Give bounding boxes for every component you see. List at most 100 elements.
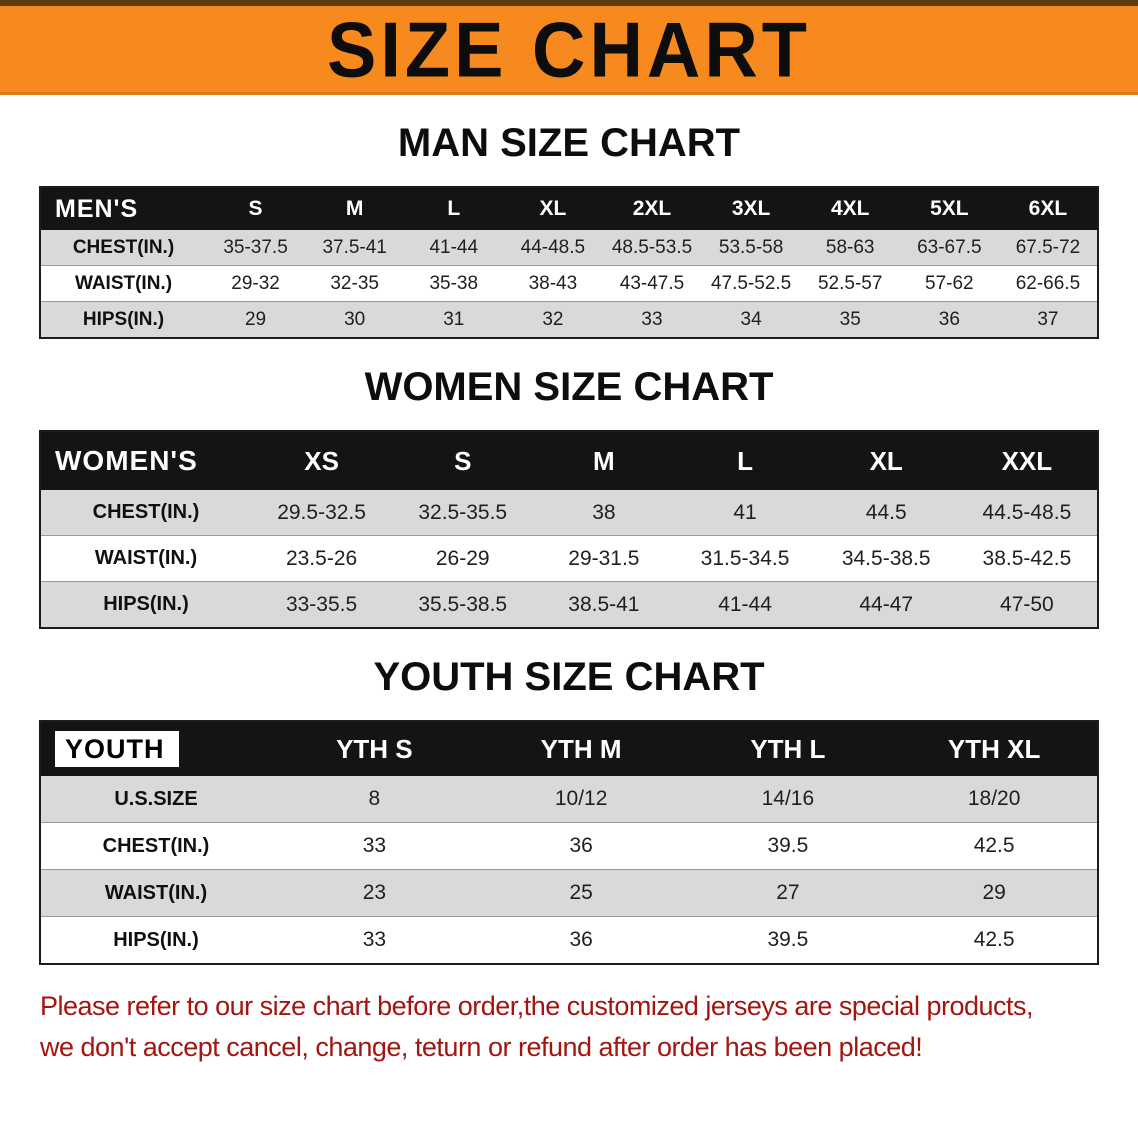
table-cell: 29.5-32.5 xyxy=(277,500,366,524)
table-cell: 34 xyxy=(740,308,762,330)
table-cell: 53.5-58 xyxy=(718,236,784,258)
table-cell: 29-31.5 xyxy=(568,546,640,570)
column-header: YTH XL xyxy=(891,721,1098,776)
men-heading: MAN SIZE CHART xyxy=(397,121,741,165)
row-label: HIPS(IN.) xyxy=(82,308,165,330)
table-cell: 27 xyxy=(776,881,800,904)
table-row: HIPS(IN.) 29 30 31 32 33 34 35 36 37 xyxy=(40,301,1098,338)
table-row: CHEST(IN.) 29.5-32.5 32.5-35.5 38 41 44.5 44.5… xyxy=(40,490,1098,536)
women-heading: WOMEN SIZE CHART xyxy=(364,365,774,409)
table-cell: 23 xyxy=(362,881,387,904)
table-cell: 37.5-41 xyxy=(322,236,387,258)
table-cell: 57-62 xyxy=(925,272,974,294)
page-title: SIZE CHART xyxy=(327,5,811,93)
table-row: WAIST(IN.) 23.5-26 26-29 29-31.5 31.5-34.5 34… xyxy=(40,535,1098,582)
table-cell: 10/12 xyxy=(554,787,608,810)
row-label: HIPS(IN.) xyxy=(113,928,199,951)
column-header: 3XL xyxy=(701,187,801,230)
table-cell: 47-50 xyxy=(1000,592,1054,616)
table-cell: 33 xyxy=(362,928,387,951)
table-cell: 63-67.5 xyxy=(917,236,982,258)
banner: SIZE CHART xyxy=(0,0,1138,95)
column-header: M xyxy=(305,187,405,230)
table-cell: 36 xyxy=(569,928,593,951)
column-header: YTH S xyxy=(271,721,478,776)
table-cell: 37 xyxy=(1037,308,1059,330)
table-cell: 33 xyxy=(641,308,663,330)
table-cell: 39.5 xyxy=(767,928,809,951)
row-label: WAIST(IN.) xyxy=(104,881,208,904)
table-cell: 41 xyxy=(733,500,757,524)
footer-notice: Please refer to our size chart before or… xyxy=(40,991,1138,1063)
table-cell: 44.5-48.5 xyxy=(982,500,1072,524)
table-cell: 32.5-35.5 xyxy=(418,500,508,524)
table-cell: 29 xyxy=(244,308,267,330)
table-cell: 35 xyxy=(839,308,861,330)
table-cell: 25 xyxy=(569,881,593,904)
row-label: CHEST(IN.) xyxy=(102,834,210,857)
table-cell: 32-35 xyxy=(330,272,379,294)
table-cell: 32 xyxy=(542,308,564,330)
table-cell: 34.5-38.5 xyxy=(841,546,931,570)
table-corner-label: MEN'S xyxy=(40,187,206,230)
table-row: WAIST(IN.) 29-32 32-35 35-38 38-43 43-47.5 47.… xyxy=(40,265,1098,302)
table-cell: 47.5-52.5 xyxy=(710,272,792,294)
column-header: L xyxy=(404,187,504,230)
table-cell: 36 xyxy=(569,834,593,857)
youth-size-table: YOUTH YTH S YTH M YTH L YTH XL U.S.SIZE 8 10/12… xyxy=(39,720,1099,965)
table-cell: 14/16 xyxy=(761,787,815,810)
table-cell: 29 xyxy=(982,881,1006,904)
table-cell: 33 xyxy=(362,834,387,857)
column-header: 4XL xyxy=(800,187,900,230)
table-cell: 35.5-38.5 xyxy=(418,592,508,616)
men-section: MAN SIZE CHART MEN'S S M L XL 2XL 3XL 4XL 5XL 6XL… xyxy=(0,121,1138,339)
column-header: 2XL xyxy=(602,187,702,230)
row-label: HIPS(IN.) xyxy=(103,593,189,615)
table-cell: 44-48.5 xyxy=(520,236,586,258)
table-cell: 52.5-57 xyxy=(817,272,883,294)
table-cell: 48.5-53.5 xyxy=(611,236,693,258)
column-header: XL xyxy=(815,431,957,490)
column-header: 6XL xyxy=(998,187,1098,230)
table-cell: 44-47 xyxy=(859,592,914,616)
table-corner-text: MEN'S xyxy=(55,194,139,223)
table-row: HIPS(IN.) 33 36 39.5 42.5 xyxy=(40,916,1098,964)
header-row: YOUTH YTH S YTH M YTH L YTH XL xyxy=(40,721,1098,776)
column-header: YTH L xyxy=(684,721,892,776)
table-cell: 67.5-72 xyxy=(1015,236,1081,258)
table-row: WAIST(IN.) 23 25 27 29 xyxy=(40,869,1098,917)
row-label: CHEST(IN.) xyxy=(92,501,200,523)
row-label: WAIST(IN.) xyxy=(74,272,173,294)
row-label: U.S.SIZE xyxy=(114,787,198,810)
column-header: M xyxy=(533,431,675,490)
table-cell: 36 xyxy=(938,308,960,330)
row-label: CHEST(IN.) xyxy=(72,236,175,258)
table-cell: 30 xyxy=(344,308,366,330)
table-cell: 33-35.5 xyxy=(285,592,358,616)
table-corner-label: WOMEN'S xyxy=(40,431,251,490)
table-cell: 18/20 xyxy=(967,787,1021,810)
table-cell: 38 xyxy=(592,500,616,524)
youth-section: YOUTH SIZE CHART YOUTH YTH S YTH M YTH L YTH… xyxy=(0,655,1138,965)
table-cell: 26-29 xyxy=(435,546,490,570)
table-cell: 43-47.5 xyxy=(619,272,685,294)
table-row: HIPS(IN.) 33-35.5 35.5-38.5 38.5-41 41-44 44-… xyxy=(40,581,1098,628)
table-cell: 62-66.5 xyxy=(1015,272,1081,294)
notice-line-1: Please refer to our size chart before or… xyxy=(40,991,1034,1021)
notice-line-2: we don't accept cancel, change, teturn o… xyxy=(40,1032,923,1062)
row-label: WAIST(IN.) xyxy=(94,547,198,569)
table-row: CHEST(IN.) 35-37.5 37.5-41 41-44 44-48.5 48.5… xyxy=(40,230,1098,266)
table-cell: 35-37.5 xyxy=(223,236,288,258)
women-section: WOMEN SIZE CHART WOMEN'S XS S M L XL XXL CHEST(… xyxy=(0,365,1138,629)
header-row: MEN'S S M L XL 2XL 3XL 4XL 5XL 6XL xyxy=(40,187,1098,230)
table-cell: 38-43 xyxy=(528,272,578,294)
column-header: S xyxy=(392,431,534,490)
table-cell: 29-32 xyxy=(231,272,280,294)
table-cell: 58-63 xyxy=(825,236,875,258)
table-cell: 38.5-41 xyxy=(568,592,640,616)
table-corner-text: YOUTH xyxy=(55,730,179,767)
column-header: XXL xyxy=(956,431,1098,490)
table-cell: 38.5-42.5 xyxy=(982,546,1072,570)
table-cell: 41-44 xyxy=(429,236,479,258)
women-size-table: WOMEN'S XS S M L XL XXL CHEST(IN.) 29.5-32.5 32.5… xyxy=(39,430,1099,629)
